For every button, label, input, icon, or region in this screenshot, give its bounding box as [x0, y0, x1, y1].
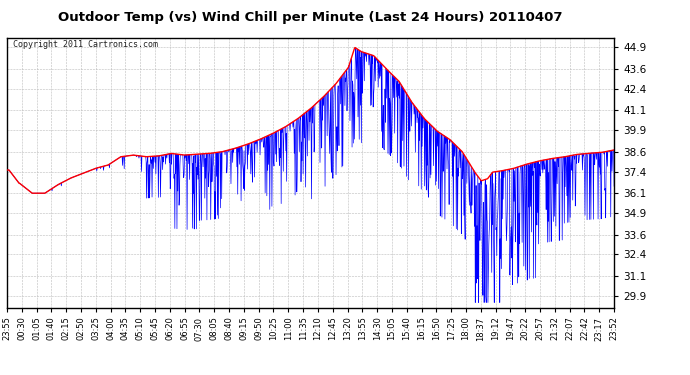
- Text: Copyright 2011 Cartronics.com: Copyright 2011 Cartronics.com: [13, 40, 158, 49]
- Text: Outdoor Temp (vs) Wind Chill per Minute (Last 24 Hours) 20110407: Outdoor Temp (vs) Wind Chill per Minute …: [58, 11, 563, 24]
